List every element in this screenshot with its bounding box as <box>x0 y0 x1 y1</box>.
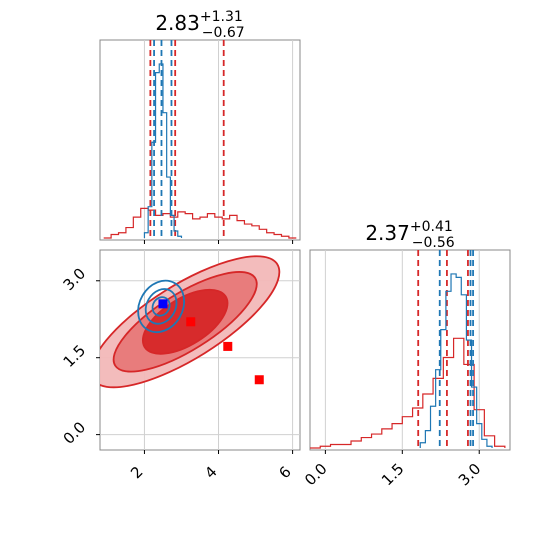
joint-x-ticks: 2 4 6 <box>127 450 295 482</box>
joint-contour-1-2 <box>151 296 171 317</box>
marginal-y-x-ticklabel-0: 0.0 <box>301 460 331 490</box>
joint-y-ticklabel-0: 0.0 <box>60 418 90 448</box>
joint-x-ticklabel-2: 6 <box>275 463 294 482</box>
marginal-x-title-plus: +1.31 <box>200 9 243 25</box>
joint-marker-3 <box>254 375 264 385</box>
marginal-y-x-ticklabel-1: 1.5 <box>378 460 408 490</box>
panel-marginal-y: 0.0 1.5 3.0 2.37+0.41 −0.56 <box>301 219 511 490</box>
marginal-x-frame <box>99 39 301 241</box>
panel-joint: 2 4 6 0.0 1.5 3.0 <box>60 249 301 482</box>
marginal-y-series-1 <box>419 273 493 448</box>
marginal-x-series-1 <box>143 63 183 238</box>
marginal-y-x-ticks: 0.0 1.5 3.0 <box>301 460 484 490</box>
joint-contour-1-0 <box>137 279 186 334</box>
panel-marginal-x: 2.83+1.31 −0.67 <box>99 9 301 244</box>
marginal-y-series-0 <box>310 337 506 449</box>
joint-contour-1-1 <box>144 288 178 325</box>
joint-marker-0 <box>158 299 168 309</box>
marginal-y-title-minus: −0.56 <box>412 235 455 251</box>
joint-plot <box>100 250 300 450</box>
marginal-x-plot <box>103 40 297 244</box>
marginal-x-title-minus: −0.67 <box>202 25 245 41</box>
marginal-x-series-0 <box>103 207 297 239</box>
marginal-y-title-value: 2.37 <box>365 221 410 245</box>
marginal-y-frame <box>309 249 511 451</box>
joint-x-ticklabel-1: 4 <box>201 463 220 482</box>
marginal-y-x-ticklabel-2: 3.0 <box>455 460 485 490</box>
joint-inner <box>100 250 300 450</box>
marginal-y-plot <box>310 250 506 454</box>
joint-y-ticklabel-1: 1.5 <box>60 341 90 371</box>
joint-contour-0-2 <box>141 288 229 355</box>
joint-x-ticklabel-0: 2 <box>127 463 146 482</box>
joint-y-ticklabel-2: 3.0 <box>60 264 90 294</box>
marginal-x-title-value: 2.83 <box>155 11 200 35</box>
marginal-x-title: 2.83+1.31 −0.67 <box>155 9 244 41</box>
marginal-y-title: 2.37+0.41 −0.56 <box>365 219 454 251</box>
joint-marker-2 <box>223 341 233 351</box>
joint-y-ticks: 0.0 1.5 3.0 <box>60 264 100 448</box>
marginal-y-title-plus: +0.41 <box>410 219 453 235</box>
joint-marker-1 <box>186 317 196 327</box>
